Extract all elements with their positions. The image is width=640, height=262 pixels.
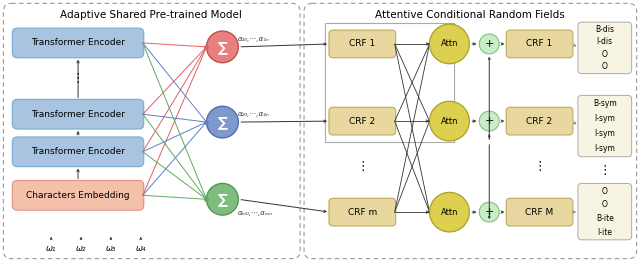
Text: ∑: ∑ — [218, 115, 227, 129]
FancyBboxPatch shape — [506, 107, 573, 135]
Text: O: O — [602, 200, 608, 209]
Text: CRF 1: CRF 1 — [527, 40, 553, 48]
Text: CRF 1: CRF 1 — [349, 40, 376, 48]
Text: CRF 2: CRF 2 — [527, 117, 552, 125]
Text: O: O — [602, 62, 608, 71]
FancyBboxPatch shape — [578, 183, 632, 240]
Text: Attentive Conditional Random Fields: Attentive Conditional Random Fields — [376, 10, 565, 20]
Text: ⋮: ⋮ — [598, 163, 611, 177]
Text: +: + — [484, 116, 494, 126]
Text: α₁₀,⋯,α₁ₙ: α₁₀,⋯,α₁ₙ — [237, 36, 269, 42]
Text: CRF M: CRF M — [525, 208, 554, 217]
FancyBboxPatch shape — [329, 107, 396, 135]
Ellipse shape — [429, 24, 469, 64]
Text: ∑: ∑ — [218, 40, 227, 54]
Text: O: O — [602, 50, 608, 59]
FancyBboxPatch shape — [329, 30, 396, 58]
Ellipse shape — [479, 202, 499, 222]
Text: O: O — [602, 187, 608, 196]
Text: ω₄: ω₄ — [136, 244, 146, 253]
Ellipse shape — [207, 106, 238, 138]
Text: ω₂: ω₂ — [76, 244, 86, 253]
Ellipse shape — [429, 192, 469, 232]
Text: Attn: Attn — [441, 208, 458, 217]
Text: Adaptive Shared Pre-trained Model: Adaptive Shared Pre-trained Model — [60, 10, 242, 20]
Text: B-sym: B-sym — [593, 99, 616, 108]
Text: α₂₀,⋯,α₂ₙ: α₂₀,⋯,α₂ₙ — [237, 111, 269, 117]
Text: ⋮: ⋮ — [72, 72, 84, 85]
Text: ω₃: ω₃ — [106, 244, 116, 253]
Ellipse shape — [429, 101, 469, 141]
Text: ⋮: ⋮ — [533, 160, 546, 173]
Ellipse shape — [479, 34, 499, 54]
FancyBboxPatch shape — [329, 198, 396, 226]
Text: Attn: Attn — [441, 117, 458, 125]
Text: I-sym: I-sym — [595, 114, 615, 123]
Bar — [325, 23, 454, 142]
FancyBboxPatch shape — [12, 137, 144, 167]
Text: I-dis: I-dis — [596, 37, 613, 46]
Text: Transformer Encoder: Transformer Encoder — [31, 110, 125, 119]
FancyBboxPatch shape — [506, 198, 573, 226]
Text: I-sym: I-sym — [595, 144, 615, 153]
Text: +: + — [484, 207, 494, 217]
Ellipse shape — [207, 31, 238, 63]
Text: B-ite: B-ite — [596, 214, 614, 223]
Text: ω₁: ω₁ — [46, 244, 56, 253]
Text: αₘ₀,⋯,αₘₙ: αₘ₀,⋯,αₘₙ — [237, 210, 273, 216]
Text: I-ite: I-ite — [597, 227, 612, 237]
Text: CRF m: CRF m — [348, 208, 377, 217]
FancyBboxPatch shape — [12, 28, 144, 58]
FancyBboxPatch shape — [12, 99, 144, 129]
Text: Transformer Encoder: Transformer Encoder — [31, 147, 125, 156]
Text: ⋮: ⋮ — [356, 160, 369, 173]
Ellipse shape — [207, 183, 238, 215]
FancyBboxPatch shape — [578, 22, 632, 74]
Text: ∑: ∑ — [218, 192, 227, 206]
Text: +: + — [484, 39, 494, 49]
Text: CRF 2: CRF 2 — [349, 117, 376, 125]
FancyBboxPatch shape — [12, 181, 144, 210]
Text: Transformer Encoder: Transformer Encoder — [31, 39, 125, 47]
FancyBboxPatch shape — [578, 95, 632, 157]
Ellipse shape — [479, 111, 499, 131]
Text: I-sym: I-sym — [595, 129, 615, 138]
Text: B-dis: B-dis — [595, 25, 614, 34]
FancyBboxPatch shape — [506, 30, 573, 58]
Text: Characters Embedding: Characters Embedding — [26, 191, 130, 200]
Text: Attn: Attn — [441, 40, 458, 48]
